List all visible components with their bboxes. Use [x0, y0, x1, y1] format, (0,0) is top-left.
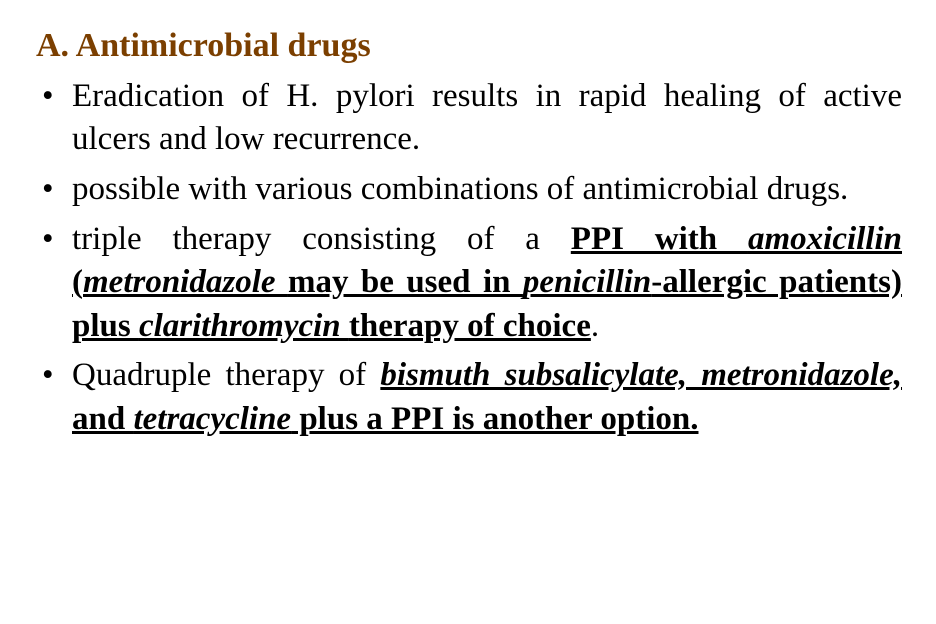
text-run-bold-underline: may be used in — [288, 264, 523, 300]
bullet-item-3: triple therapy consisting of a PPI with … — [36, 218, 902, 349]
text-run-bold-underline: ( — [72, 264, 83, 300]
text-run-bold-italic-underline: amoxicillin — [748, 221, 902, 257]
text-run-bold-italic-underline: bismuth subsalicylate, metronidazole, — [380, 357, 902, 393]
text-run-bold-italic-underline: metronidazole — [83, 264, 288, 300]
text-run-bold-italic-underline: tetracycline — [133, 401, 291, 437]
bullet-text: Eradication of H. pylori results in rapi… — [72, 78, 902, 158]
section-heading: A. Antimicrobial drugs — [36, 24, 902, 69]
bullet-item-4: Quadruple therapy of bismuth subsalicyla… — [36, 354, 902, 441]
bullet-list: Eradication of H. pylori results in rapi… — [36, 75, 902, 441]
text-run-bold-underline: plus a PPI is another option. — [291, 401, 698, 437]
slide: A. Antimicrobial drugs Eradication of H.… — [0, 0, 936, 624]
text-run-bold-italic-underline: clarithromycin — [139, 308, 349, 344]
text-run-bold-italic-underline: penicillin — [523, 264, 651, 300]
bullet-item-1: Eradication of H. pylori results in rapi… — [36, 75, 902, 162]
text-run: Quadruple therapy of — [72, 357, 380, 393]
text-run-bold-underline: and — [72, 401, 133, 437]
text-run-bold-underline: PPI with — [571, 221, 748, 257]
text-run-bold-underline: therapy of choice — [349, 308, 591, 344]
text-run: . — [591, 308, 599, 344]
text-run: triple therapy consisting of a — [72, 221, 571, 257]
bullet-item-2: possible with various combinations of an… — [36, 168, 902, 212]
bullet-text: possible with various combinations of an… — [72, 171, 848, 207]
